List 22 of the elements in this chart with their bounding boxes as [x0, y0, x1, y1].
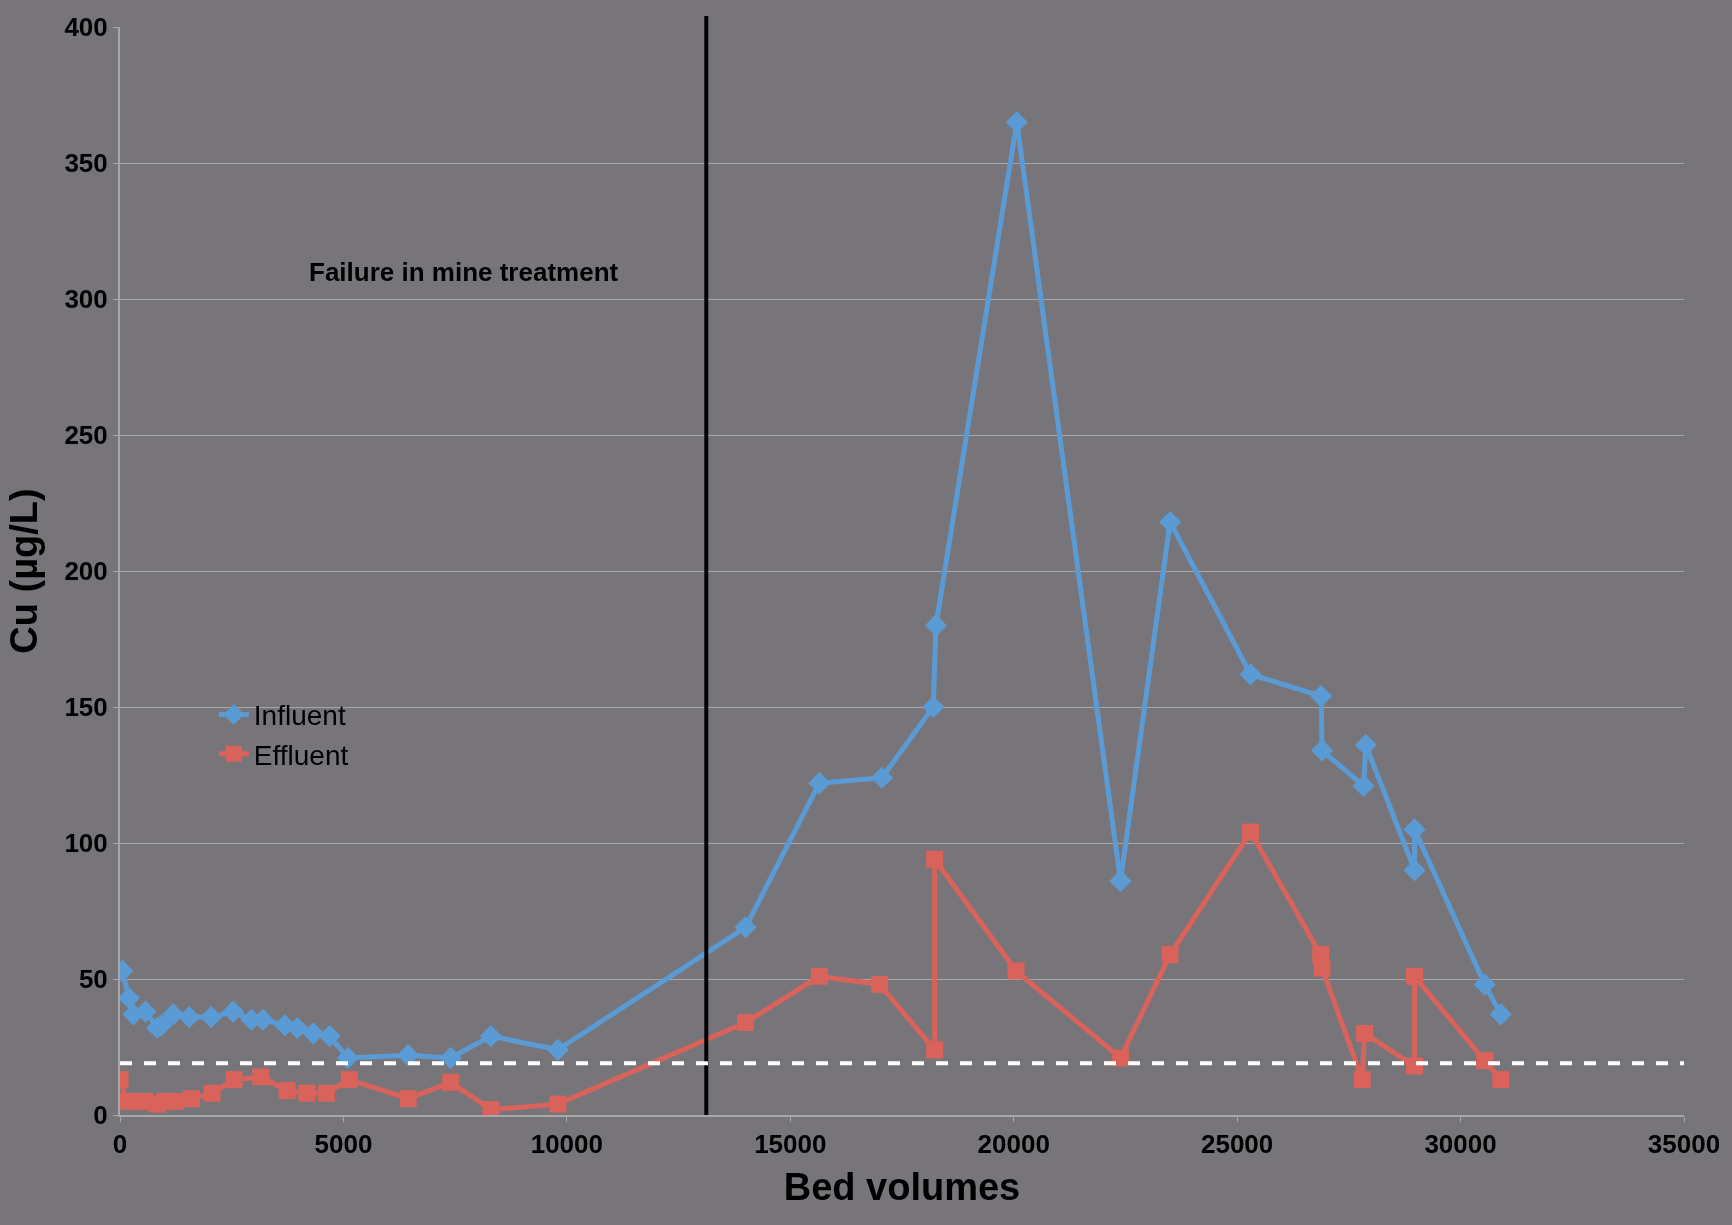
legend-label: Effluent — [253, 739, 349, 771]
y-tick-label: 0 — [93, 1100, 108, 1131]
y-tick-label: 400 — [64, 12, 108, 43]
y-tick-label: 200 — [64, 556, 108, 587]
y-tick-label: 150 — [64, 692, 108, 723]
x-tick-label: 35000 — [1647, 1129, 1721, 1160]
x-tick-label: 5000 — [314, 1129, 373, 1160]
x-tick-label: 0 — [112, 1129, 128, 1160]
x-tick-label: 30000 — [1424, 1129, 1497, 1160]
x-tick-label: 10000 — [530, 1129, 604, 1160]
y-tick-label: 350 — [64, 148, 108, 179]
y-tick-label: 50 — [78, 964, 108, 995]
x-axis-title: Bed volumes — [783, 1165, 1021, 1208]
y-axis-title: Cu (µg/L) — [3, 488, 46, 654]
legend-label: Influent — [253, 700, 346, 732]
x-tick-label: 25000 — [1200, 1129, 1274, 1160]
y-tick-label: 100 — [64, 828, 108, 859]
x-tick-label: 15000 — [754, 1129, 827, 1160]
x-tick-label: 20000 — [977, 1129, 1050, 1160]
annotation: Failure in mine treatment — [309, 257, 619, 287]
y-tick-label: 250 — [64, 420, 108, 451]
y-tick-label: 300 — [64, 284, 108, 315]
